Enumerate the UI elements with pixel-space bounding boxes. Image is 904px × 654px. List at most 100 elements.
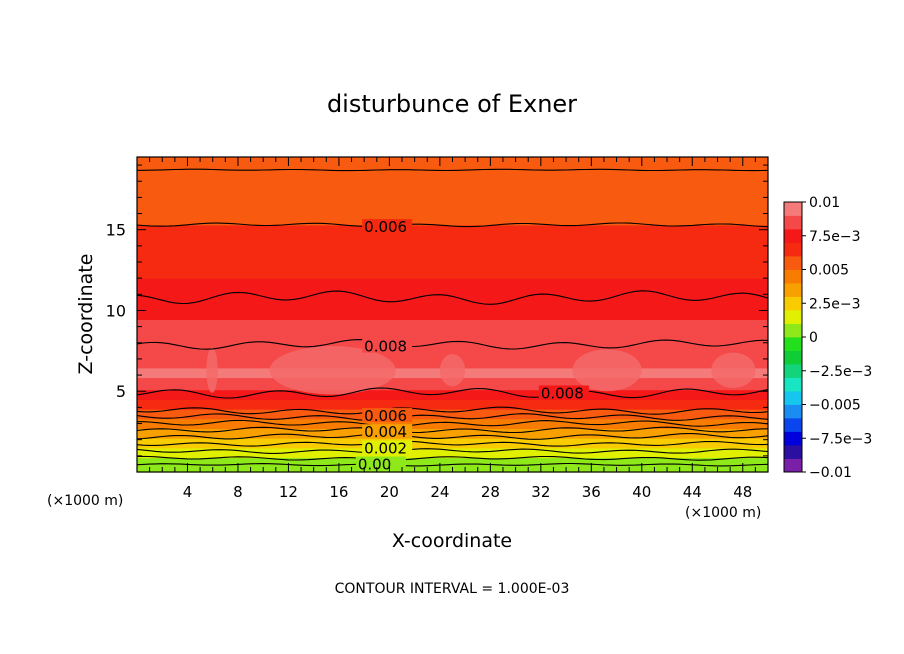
contour-label-bg <box>362 338 413 353</box>
color-band <box>137 409 768 413</box>
color-band <box>137 307 768 311</box>
color-band <box>137 178 768 182</box>
color-band <box>137 217 768 221</box>
x-unit-left: (×1000 m) <box>47 493 123 509</box>
color-band <box>137 256 768 260</box>
color-band <box>137 278 768 282</box>
x-tick-label: 28 <box>481 483 500 501</box>
colorbar-swatch <box>784 458 802 473</box>
color-band <box>137 418 768 422</box>
color-band <box>137 171 768 175</box>
colorbar-swatch <box>784 242 802 257</box>
color-band <box>137 394 768 398</box>
color-band <box>137 234 768 238</box>
contour-line <box>136 339 769 350</box>
color-band <box>137 430 768 434</box>
color-band <box>137 203 768 207</box>
color-band <box>137 316 768 320</box>
color-band <box>137 447 768 451</box>
color-band <box>137 173 768 177</box>
max-region <box>269 346 396 395</box>
color-band <box>137 232 768 236</box>
color-band <box>137 338 768 342</box>
contour-line <box>136 448 769 454</box>
x-tick-label: 20 <box>380 483 399 501</box>
color-band <box>137 445 768 449</box>
contour-line <box>136 413 769 421</box>
color-band <box>137 212 768 216</box>
color-band <box>137 389 768 393</box>
color-band <box>137 193 768 197</box>
x-tick-label: 48 <box>733 483 752 501</box>
color-band <box>137 183 768 187</box>
color-band <box>137 200 768 204</box>
color-band <box>137 186 768 190</box>
color-band <box>137 406 768 410</box>
contour-line <box>137 168 769 172</box>
color-band <box>137 413 768 417</box>
colorbar-swatch <box>784 350 802 365</box>
color-band <box>137 181 768 185</box>
contour-label-bg <box>362 408 413 423</box>
color-band <box>137 464 768 468</box>
color-band <box>137 195 768 199</box>
colorbar-swatch <box>784 377 802 392</box>
contour-line <box>136 387 769 399</box>
contour-line <box>137 419 769 428</box>
color-band <box>137 387 768 391</box>
contour-label: 0.00 <box>358 456 391 474</box>
colorbar-swatch <box>784 404 802 419</box>
x-tick-label: 24 <box>430 483 449 501</box>
colorbar-swatch <box>784 431 802 446</box>
colorbar-swatch <box>784 364 802 378</box>
color-band <box>137 166 768 170</box>
color-band <box>137 188 768 192</box>
colorbar-swatch <box>784 445 802 459</box>
colorbar-swatch <box>784 283 802 297</box>
color-band <box>137 462 768 466</box>
color-band <box>137 266 768 270</box>
contour-label: 0.006 <box>364 218 407 236</box>
x-tick-label: 36 <box>582 483 601 501</box>
color-band <box>137 312 768 316</box>
contour-line <box>136 406 769 415</box>
colorbar-tick-label: 7.5e−3 <box>809 229 861 245</box>
contour-label: 0.006 <box>364 407 407 425</box>
contour-label: 0.008 <box>364 338 407 356</box>
color-band <box>137 164 768 168</box>
colorbar-swatch <box>784 296 802 311</box>
contour-label-bg <box>538 385 589 400</box>
color-band <box>137 236 768 240</box>
x-tick-label: 40 <box>632 483 651 501</box>
color-band <box>137 459 768 463</box>
color-band <box>137 392 768 396</box>
color-band <box>137 249 768 253</box>
color-band <box>137 241 768 245</box>
color-band <box>137 207 768 211</box>
color-band <box>137 304 768 308</box>
colorbar-tick-label: 0.005 <box>809 263 849 279</box>
color-band <box>137 324 768 328</box>
contour-label-bg <box>362 424 413 439</box>
color-band <box>137 309 768 313</box>
color-band <box>137 287 768 291</box>
color-band <box>137 399 768 403</box>
color-band <box>137 438 768 442</box>
color-band <box>137 263 768 267</box>
x-tick-label: 12 <box>279 483 298 501</box>
color-band <box>137 215 768 219</box>
y-tick-label: 5 <box>116 382 126 401</box>
color-band <box>137 341 768 345</box>
color-band <box>137 176 768 180</box>
colorbar-swatch <box>784 269 802 284</box>
colorbar-tick-label: 0 <box>809 330 818 346</box>
colorbar-swatch <box>784 391 802 405</box>
contour-label: 0.002 <box>364 439 407 457</box>
contour-label: 0.004 <box>364 423 407 441</box>
color-band <box>137 273 768 277</box>
color-band <box>137 275 768 279</box>
color-band <box>137 268 768 272</box>
